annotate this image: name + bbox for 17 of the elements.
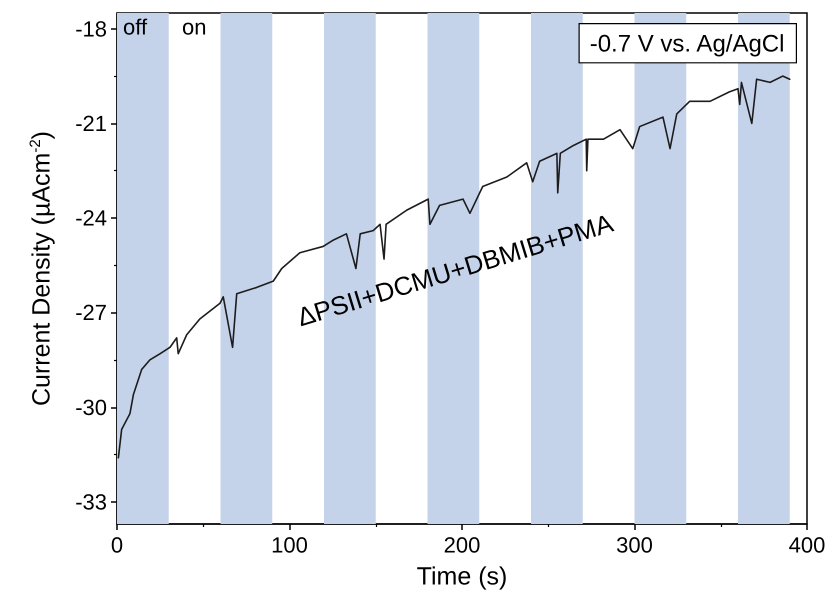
y-tick-label: -21 <box>75 110 107 136</box>
annotation: on <box>182 14 206 40</box>
y-tick-label: -24 <box>75 206 107 231</box>
x-axis-title: Time (s) <box>416 562 508 590</box>
x-tick-label: 300 <box>616 532 653 558</box>
y-tick-label: -30 <box>75 394 107 420</box>
annotation: -0.7 V vs. Ag/AgCl <box>590 30 784 58</box>
y-tick-label: -33 <box>75 489 107 514</box>
x-tick-label: 100 <box>271 532 308 558</box>
x-tick-label: 0 <box>110 532 124 558</box>
y-axis-title: Current Density (µAcm-2) <box>27 130 56 406</box>
x-tick-label: 400 <box>788 532 826 558</box>
line-series <box>118 75 791 459</box>
y-tick-label: -18 <box>75 16 107 42</box>
x-tick-label: 200 <box>444 532 480 558</box>
y-tick-label: -27 <box>75 300 107 326</box>
annotation: off <box>123 14 148 40</box>
